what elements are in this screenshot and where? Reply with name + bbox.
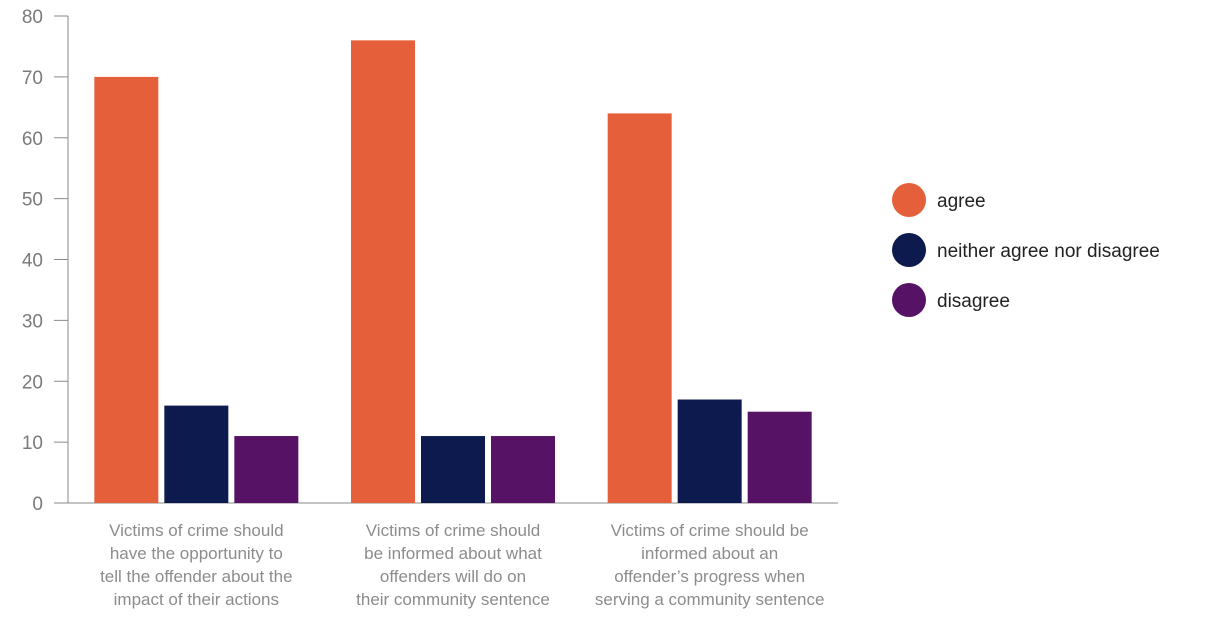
bar-disagree-2 (491, 436, 555, 503)
bars (94, 40, 812, 504)
legend-swatch (892, 283, 926, 317)
bar-neither-agree-nor-disagree-3 (677, 399, 742, 503)
legend-swatch (892, 183, 926, 217)
y-tick-label: 20 (22, 372, 43, 393)
y-tick-label: 60 (22, 129, 43, 150)
x-category-label-line: Victims of crime should (366, 521, 540, 540)
x-category-label-line: impact of their actions (114, 590, 279, 609)
y-tick-label: 70 (22, 68, 43, 89)
x-category-label-line: serving a community sentence (595, 590, 825, 609)
legend-label: neither agree nor disagree (937, 241, 1160, 262)
bar-agree-2 (351, 40, 415, 503)
bar-disagree-1 (234, 436, 299, 503)
legend-label: disagree (937, 291, 1010, 312)
y-tick-label: 80 (22, 7, 43, 28)
bar-agree-3 (607, 113, 672, 504)
x-category-label-line: tell the offender about the (100, 567, 293, 586)
bar-neither-agree-nor-disagree-1 (164, 405, 229, 503)
bar-disagree-3 (747, 411, 812, 503)
x-category-label-line: Victims of crime should (109, 521, 283, 540)
bar-agree-1 (94, 76, 159, 503)
x-category-label-line: offender’s progress when (614, 567, 805, 586)
x-category-label-line: informed about an (641, 544, 778, 563)
y-tick-label: 30 (22, 311, 43, 332)
bar-neither-agree-nor-disagree-2 (421, 436, 485, 503)
legend: agree neither agree nor disagree disagree (892, 183, 1160, 317)
y-tick-label: 0 (32, 494, 43, 515)
x-category-label-line: offenders will do on (380, 567, 526, 586)
y-tick-label: 10 (22, 433, 43, 454)
x-category-label-line: be informed about what (364, 544, 542, 563)
x-category-label: Victims of crime should have the opportun… (100, 521, 293, 609)
legend-label: agree (937, 191, 986, 212)
x-category-label: Victims of crime should be informed about… (595, 521, 825, 609)
y-axis: 0 10 20 30 40 50 60 70 80 (22, 7, 69, 515)
category-labels: Victims of crime should have the opportun… (100, 521, 824, 609)
x-category-label-line: have the opportunity to (110, 544, 283, 563)
legend-swatch (892, 233, 926, 267)
y-tick-label: 40 (22, 251, 43, 272)
x-category-label-line: their community sentence (356, 590, 550, 609)
y-tick-label: 50 (22, 190, 43, 211)
x-category-label: Victims of crime should be informed about… (356, 521, 550, 609)
x-category-label-line: Victims of crime should be (611, 521, 809, 540)
